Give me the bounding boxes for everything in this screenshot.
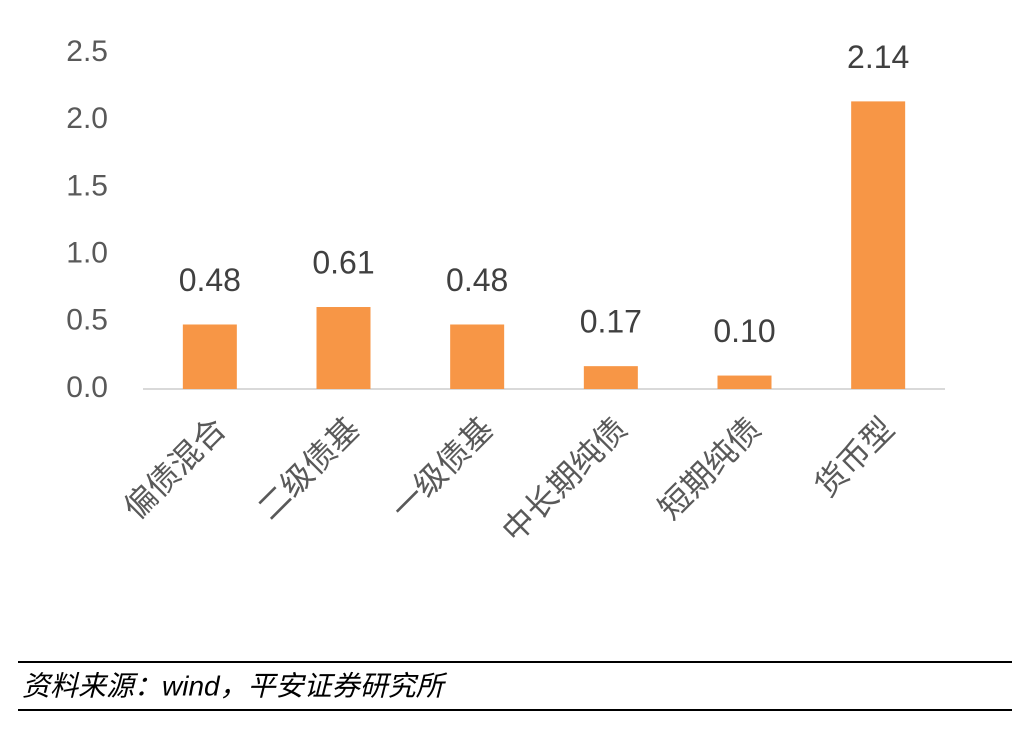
x-tick-label: 偏债混合 [117, 410, 233, 526]
y-tick-label: 1.0 [66, 237, 108, 270]
y-tick-label: 0.0 [66, 371, 108, 404]
x-tick-label: 二级债基 [250, 410, 366, 526]
x-tick-label: 中长期纯债 [495, 410, 634, 549]
y-tick-label: 0.5 [66, 304, 108, 337]
value-label: 0.48 [446, 262, 508, 298]
value-label: 0.10 [713, 313, 775, 349]
y-tick-label: 2.5 [66, 35, 108, 68]
value-label: 0.17 [580, 304, 642, 340]
value-label: 2.14 [847, 39, 909, 75]
bar [450, 324, 505, 389]
bar [316, 307, 371, 389]
y-tick-label: 1.5 [66, 169, 108, 202]
source-note: 资料来源：wind，平安证券研究所 [22, 670, 448, 701]
x-tick-label: 一级债基 [384, 410, 500, 526]
bar [851, 101, 906, 389]
bar [583, 366, 638, 389]
bar [717, 375, 772, 389]
x-tick-label: 货币型 [808, 410, 901, 503]
x-tick-label: 短期纯债 [651, 410, 767, 526]
bar [182, 324, 237, 389]
y-tick-label: 2.0 [66, 102, 108, 135]
value-label: 0.61 [312, 244, 374, 280]
value-label: 0.48 [179, 262, 241, 298]
